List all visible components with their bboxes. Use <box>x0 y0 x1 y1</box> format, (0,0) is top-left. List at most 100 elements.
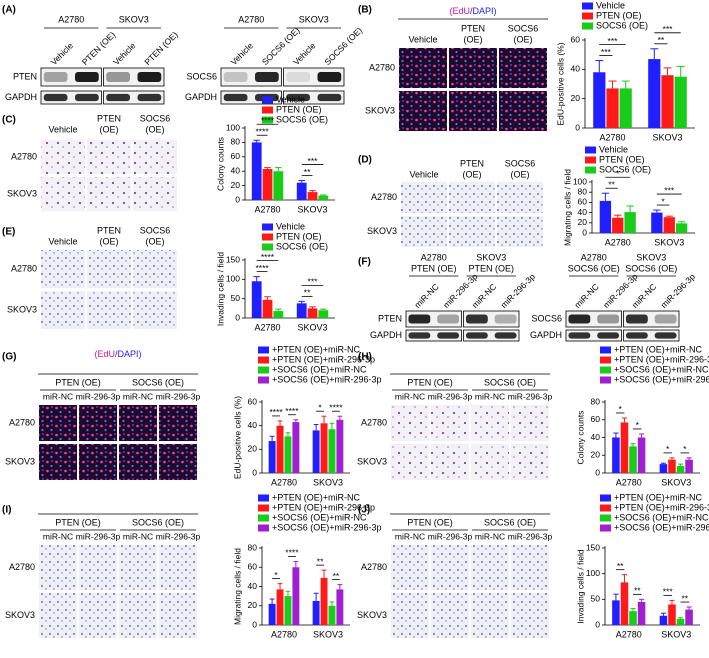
micrograph <box>39 444 77 480</box>
column-label: PTEN <box>461 23 485 33</box>
error-bar <box>320 194 327 196</box>
legend-label: +SOCS6 (OE)+miR-296-3p <box>614 522 709 532</box>
error-bar <box>660 462 666 465</box>
column-label: (OE) <box>464 34 483 44</box>
error-bar <box>677 617 684 619</box>
bar <box>599 200 612 233</box>
column-label: PTEN <box>97 113 121 123</box>
column-label: SOCS6 <box>140 113 171 123</box>
x-tick-label: A2780 <box>271 477 297 487</box>
y-axis-label: Migrating cells / field <box>232 548 242 625</box>
blot-band <box>568 332 591 339</box>
legend-label: +PTEN (OE)+miR-296-3p <box>272 354 375 364</box>
legend-swatch <box>600 346 611 354</box>
y-tick-label: 80 <box>578 186 588 196</box>
y-tick-label: 60 <box>248 562 258 572</box>
error-bar <box>639 433 645 438</box>
row-label: SKOV3 <box>7 188 37 198</box>
y-tick-label: 20 <box>591 450 601 460</box>
legend-swatch <box>262 243 273 251</box>
x-tick-label: A2780 <box>254 322 280 332</box>
legend-swatch <box>262 106 273 114</box>
y-axis-label: EdU-positive cells (%) <box>232 396 242 479</box>
x-tick-label: SKOV3 <box>654 237 684 247</box>
significance-label: ** <box>333 571 340 581</box>
micrograph <box>431 545 469 590</box>
column-label: miR-296-3p <box>76 391 121 401</box>
significance-label: *** <box>663 587 674 597</box>
error-bar <box>275 167 282 172</box>
row-label: A2780 <box>11 263 37 273</box>
significance-label: *** <box>663 24 674 34</box>
micrograph <box>79 545 117 590</box>
micrograph <box>79 405 117 441</box>
column-label: miR-296-3p <box>156 531 201 541</box>
lane-label: Vehicle <box>291 40 318 67</box>
legend-label: Vehicle <box>596 0 625 10</box>
legend-swatch <box>258 504 269 512</box>
y-axis-label: Invading cells / field <box>575 549 585 623</box>
significance-label: ** <box>658 35 665 45</box>
error-bar <box>686 457 692 460</box>
legend-label: Vehicle <box>599 144 628 154</box>
bar <box>276 425 284 473</box>
y-axis-label: EdU-positive cells (%) <box>555 42 565 125</box>
y-tick-label: 100 <box>226 122 240 132</box>
panel-label: (G) <box>2 352 16 363</box>
micrograph <box>79 593 117 638</box>
column-label: (OE) <box>511 169 530 179</box>
legend-swatch <box>258 346 269 354</box>
y-tick-label: 80 <box>248 542 258 552</box>
significance-label: *** <box>664 185 675 195</box>
blot-band <box>494 332 517 339</box>
legend-swatch <box>582 12 593 20</box>
bar <box>593 72 606 128</box>
bar <box>676 465 685 473</box>
bar <box>668 459 676 473</box>
row-label: SKOV3 <box>7 304 37 314</box>
lane-label: miR-296-3p <box>499 271 538 310</box>
legend-swatch <box>258 376 269 384</box>
column-label: miR-NC <box>43 531 73 541</box>
blot-header: A2780 <box>58 14 84 24</box>
lane-label: Vehicle <box>111 40 138 67</box>
micrograph <box>133 177 177 211</box>
column-label: miR-296-3p <box>156 391 201 401</box>
column-label: SOCS6 <box>505 158 536 168</box>
error-bar <box>298 180 305 183</box>
micrograph <box>133 250 177 288</box>
lane-label: SOCS6 (OE) <box>322 25 364 67</box>
legend-swatch <box>585 166 596 174</box>
stain-part: DAPI <box>473 6 494 16</box>
micrograph <box>431 405 469 441</box>
significance-label: *** <box>308 277 319 287</box>
lane-label: PTEN (OE) <box>142 29 180 67</box>
error-bar <box>298 300 305 304</box>
significance-label: **** <box>269 407 283 417</box>
bar <box>320 423 328 473</box>
significance-label: **** <box>329 402 343 412</box>
group-label: PTEN (OE) <box>55 377 101 387</box>
y-tick-label: 60 <box>248 396 258 406</box>
y-axis-label: Colony counts <box>215 137 225 191</box>
error-bar <box>669 457 675 460</box>
bar <box>612 217 624 233</box>
error-bar <box>613 432 619 438</box>
error-bar <box>613 593 619 601</box>
error-bar <box>329 601 335 606</box>
micrograph <box>449 48 497 88</box>
blot-header: SKOV3 <box>299 14 329 24</box>
blot-band <box>286 93 310 102</box>
legend-swatch <box>258 514 269 522</box>
bar <box>629 446 637 473</box>
blot-band <box>75 71 99 83</box>
y-tick-label: 60 <box>231 151 241 161</box>
stain-label: (EdU/DAPI) <box>94 349 141 359</box>
row-label: SKOV3 <box>5 456 35 466</box>
micrograph <box>431 593 469 638</box>
y-tick-label: 20 <box>571 93 581 103</box>
row-label: SKOV3 <box>357 610 387 620</box>
bar <box>612 437 620 473</box>
y-tick-label: 40 <box>248 581 258 591</box>
bar <box>268 603 276 625</box>
